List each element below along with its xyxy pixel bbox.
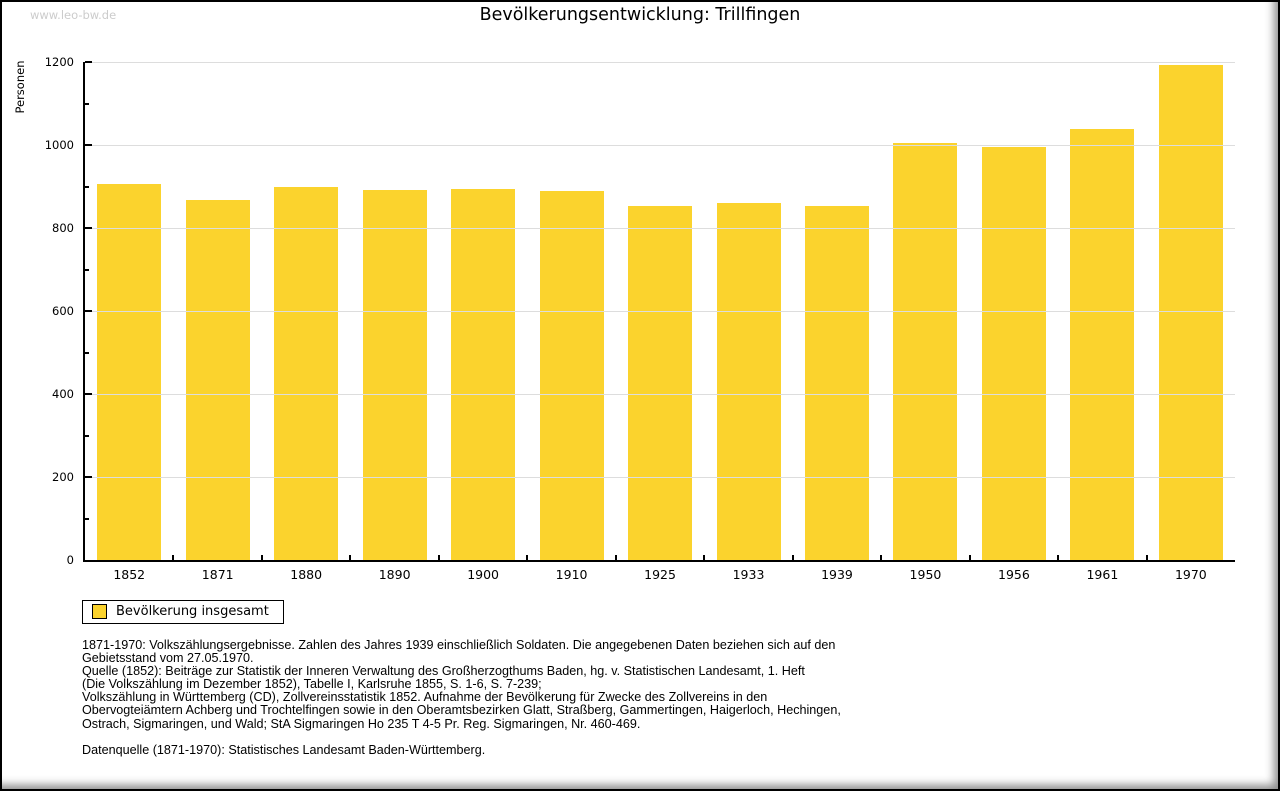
x-minor-tick <box>1057 555 1060 560</box>
x-minor-tick <box>880 555 883 560</box>
x-minor-tick <box>791 555 794 560</box>
gridline <box>85 62 1235 63</box>
y-tick-label: 200 <box>52 470 74 485</box>
plot-area <box>83 61 1235 562</box>
x-minor-tick <box>260 555 263 560</box>
bar <box>716 203 781 560</box>
source-note-line: Obervogteiämtern Achberg und Trochtelfin… <box>82 703 841 718</box>
bar-cell <box>85 62 173 560</box>
y-tick-label: 1000 <box>44 138 74 152</box>
bar <box>1070 128 1135 560</box>
y-major-tick <box>85 227 92 230</box>
y-minor-tick <box>85 434 89 437</box>
bar <box>451 189 516 560</box>
y-axis-tick-labels: 0 200 400 600 800 1000 1200 <box>2 55 74 567</box>
x-tick-label: 1939 <box>821 567 853 582</box>
y-minor-tick <box>85 268 89 271</box>
bar <box>628 206 693 560</box>
y-major-tick <box>85 144 92 146</box>
bar <box>362 190 427 560</box>
source-notes: 1871-1970: Volkszählungsergebnisse. Zahl… <box>82 638 1202 757</box>
source-note-line: (Die Volkszählung im Dezember 1852), Tab… <box>82 677 542 692</box>
bar-cell <box>262 62 350 560</box>
bar-cell <box>527 62 615 560</box>
bar <box>274 187 339 560</box>
bar-cell <box>173 62 261 560</box>
x-minor-tick <box>437 555 440 560</box>
x-tick-label: 1950 <box>909 567 942 582</box>
x-tick-label: 1925 <box>644 567 676 582</box>
y-tick-label: 600 <box>52 304 74 318</box>
y-major-tick <box>85 61 92 63</box>
gridline <box>85 311 1235 312</box>
x-tick-label: 1890 <box>378 567 411 582</box>
bar <box>97 184 162 560</box>
x-tick-label: 1900 <box>467 567 500 582</box>
bar-cell <box>793 62 881 560</box>
chart-title: Bevölkerungsentwicklung: Trillfingen <box>479 5 801 25</box>
source-note-line: Ostrach, Sigmaringen, und Wald; StA Sigm… <box>82 716 641 731</box>
y-tick-label: 800 <box>52 221 74 236</box>
x-tick-label: 1852 <box>113 567 146 582</box>
gridline <box>85 477 1235 479</box>
y-major-tick <box>85 476 92 479</box>
gridline <box>85 228 1235 230</box>
legend-label: Bevölkerung insgesamt <box>116 604 269 619</box>
y-tick-label: 1200 <box>44 55 74 69</box>
bar-cell <box>1058 62 1146 560</box>
x-tick-label: 1970 <box>1174 567 1207 582</box>
x-minor-tick <box>349 555 352 560</box>
x-tick-label: 1880 <box>290 567 323 582</box>
y-tick-label: 0 <box>66 553 74 567</box>
x-tick-label: 1871 <box>201 567 234 582</box>
x-tick-label: 1961 <box>1086 567 1119 582</box>
x-tick-label: 1910 <box>555 567 588 582</box>
bar <box>185 200 250 560</box>
legend-swatch-icon <box>92 604 107 619</box>
y-minor-tick <box>85 185 89 188</box>
bar-series <box>85 62 1235 560</box>
source-note-line: Quelle (1852): Beiträge zur Statistik de… <box>82 664 805 679</box>
x-minor-tick <box>614 555 617 560</box>
x-minor-tick <box>526 555 529 560</box>
bar-cell <box>350 62 438 560</box>
bar <box>981 147 1046 560</box>
gridline <box>85 145 1235 146</box>
bar-cell <box>704 62 792 560</box>
x-minor-tick <box>703 555 706 560</box>
source-note-line: Gebietsstand vom 27.05.1970. <box>82 651 254 666</box>
x-tick-label: 1933 <box>732 567 765 582</box>
bar <box>893 143 958 560</box>
x-tick-label: 1956 <box>998 567 1030 582</box>
x-minor-tick <box>1145 555 1148 560</box>
x-minor-tick <box>968 555 971 560</box>
y-minor-tick <box>85 351 89 354</box>
y-tick-label: 400 <box>52 387 74 402</box>
x-axis-tick-labels: 1852 1871 1880 1890 1900 1910 1925 1933 1939 1950… <box>85 567 1235 582</box>
y-minor-tick <box>85 517 89 520</box>
bar-cell <box>616 62 704 560</box>
y-major-tick <box>85 310 92 312</box>
y-minor-tick <box>85 102 89 105</box>
bar <box>1158 64 1223 560</box>
bar <box>539 190 604 560</box>
bar-cell <box>881 62 969 560</box>
bar-cell <box>970 62 1058 560</box>
source-note-line: Volkszählung in Württemberg (CD), Zollve… <box>82 690 768 705</box>
y-major-tick <box>85 393 92 396</box>
gridline <box>85 394 1235 396</box>
datasource-line: Datenquelle (1871-1970): Statistisches L… <box>82 742 486 757</box>
x-minor-tick <box>172 555 175 560</box>
source-notes-lines: 1871-1970: Volkszählungsergebnisse. Zahl… <box>82 638 1202 731</box>
watermark-url: www.leo-bw.de <box>30 8 117 22</box>
source-note-line: 1871-1970: Volkszählungsergebnisse. Zahl… <box>82 638 836 652</box>
bar-cell <box>439 62 527 560</box>
bar <box>804 206 869 560</box>
legend-box: Bevölkerung insgesamt <box>82 600 284 624</box>
